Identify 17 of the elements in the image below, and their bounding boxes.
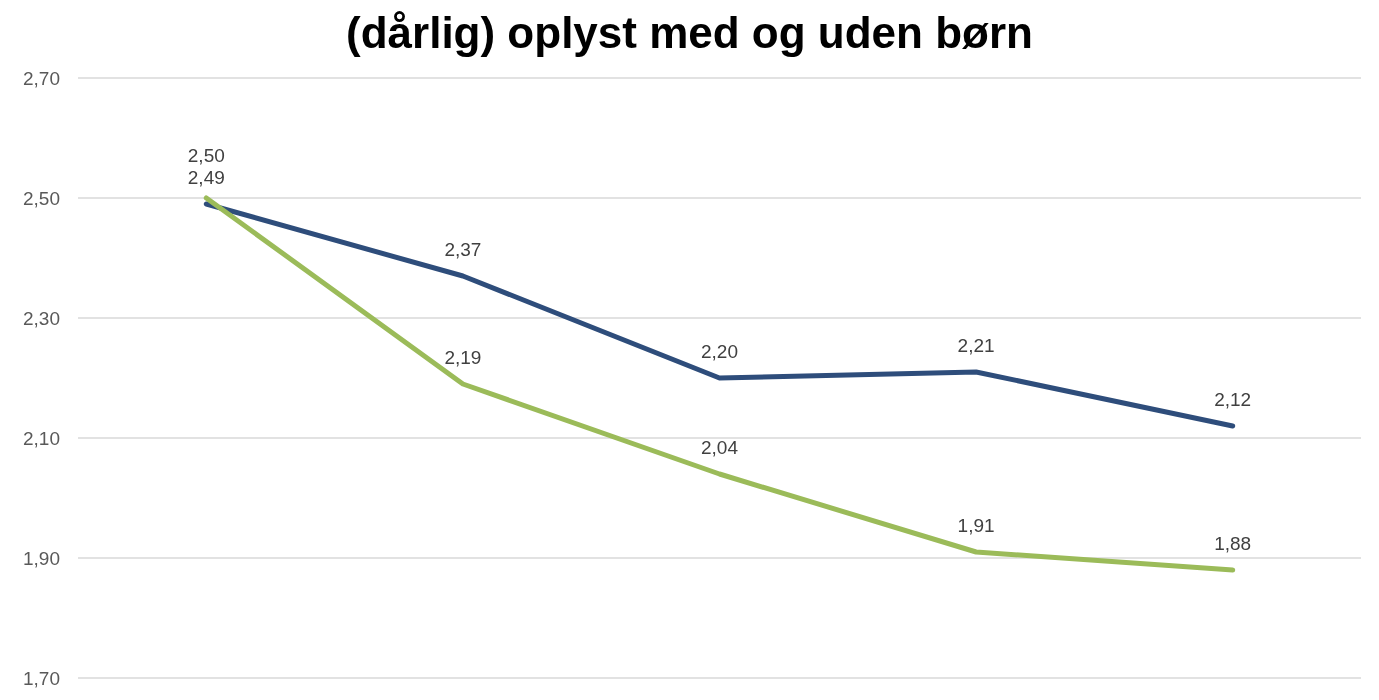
data-label: 1,91 bbox=[957, 515, 995, 536]
y-tick-label: 1,90 bbox=[23, 547, 60, 569]
data-label: 2,21 bbox=[957, 335, 995, 356]
y-tick-label: 2,70 bbox=[23, 67, 60, 89]
data-label: 2,37 bbox=[444, 239, 482, 260]
data-label: 2,04 bbox=[701, 437, 739, 458]
data-label: 2,20 bbox=[701, 341, 738, 362]
data-label: 2,50 bbox=[187, 145, 225, 166]
data-label: 2,19 bbox=[444, 347, 482, 368]
y-tick-label: 2,10 bbox=[23, 427, 60, 449]
y-tick-label: 1,70 bbox=[23, 667, 60, 689]
data-label: 2,49 bbox=[187, 167, 225, 188]
y-tick-label: 2,50 bbox=[23, 187, 60, 209]
data-label: 2,12 bbox=[1214, 389, 1252, 410]
chart-title: (dårlig) oplyst med og uden børn bbox=[346, 8, 1033, 57]
data-label: 1,88 bbox=[1214, 533, 1252, 554]
y-tick-label: 2,30 bbox=[23, 307, 60, 329]
